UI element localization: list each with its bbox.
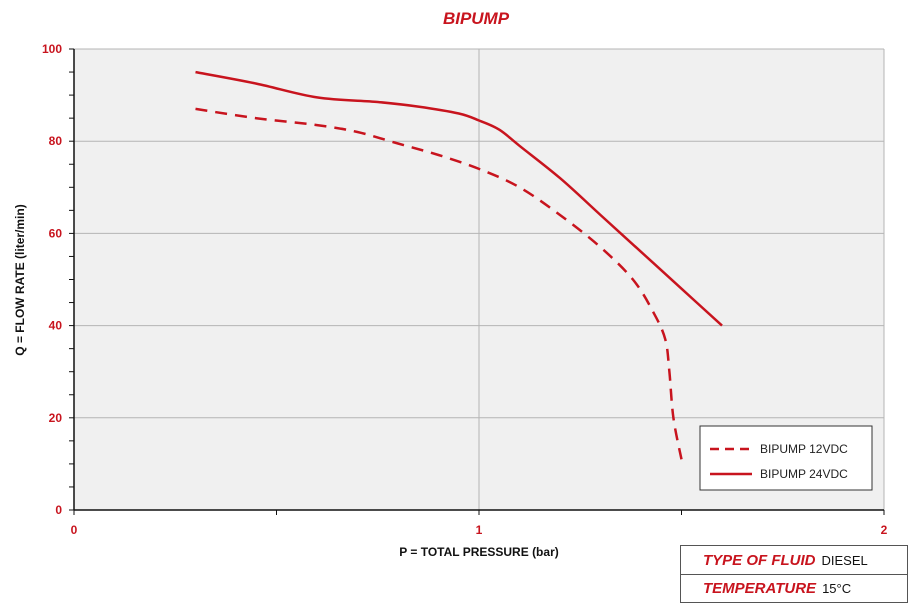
- x-tick-label: 2: [881, 523, 888, 537]
- legend-label-24vdc: BIPUMP 24VDC: [760, 467, 848, 481]
- y-tick-label: 80: [49, 134, 63, 148]
- y-tick-label: 0: [55, 503, 62, 517]
- fluid-type-value: DIESEL: [821, 552, 868, 568]
- y-tick-label: 40: [49, 319, 63, 333]
- legend: BIPUMP 12VDC BIPUMP 24VDC: [699, 425, 873, 491]
- grid-lines: [74, 48, 885, 510]
- series-line-12vdc: [195, 107, 683, 460]
- y-axis-label: Q = FLOW RATE (liter/min): [13, 204, 27, 355]
- info-row-temperature: TEMPERATURE 15°C: [681, 574, 907, 602]
- temperature-value: 15°C: [822, 581, 852, 596]
- info-row-fluid: TYPE OF FLUID DIESEL: [681, 546, 907, 574]
- x-tick-label: 1: [476, 523, 483, 537]
- axes: [69, 48, 885, 515]
- series-lines: [195, 70, 723, 460]
- y-tick-label: 100: [42, 42, 62, 56]
- series-line-24vdc: [195, 70, 723, 327]
- fluid-type-key: TYPE OF FLUID: [703, 551, 816, 569]
- legend-box: [699, 425, 873, 491]
- legend-label-12vdc: BIPUMP 12VDC: [760, 442, 848, 456]
- tick-labels: 0 20 40 60 80 100 0 1 2: [42, 42, 888, 537]
- chart-title: BIPUMP: [443, 9, 510, 28]
- y-tick-label: 60: [49, 226, 63, 240]
- y-tick-label: 20: [49, 411, 63, 425]
- conditions-table: TYPE OF FLUID DIESEL TEMPERATURE 15°C: [680, 545, 908, 603]
- x-tick-label: 0: [71, 523, 78, 537]
- temperature-key: TEMPERATURE: [703, 580, 817, 597]
- x-axis-label: P = TOTAL PRESSURE (bar): [399, 545, 558, 559]
